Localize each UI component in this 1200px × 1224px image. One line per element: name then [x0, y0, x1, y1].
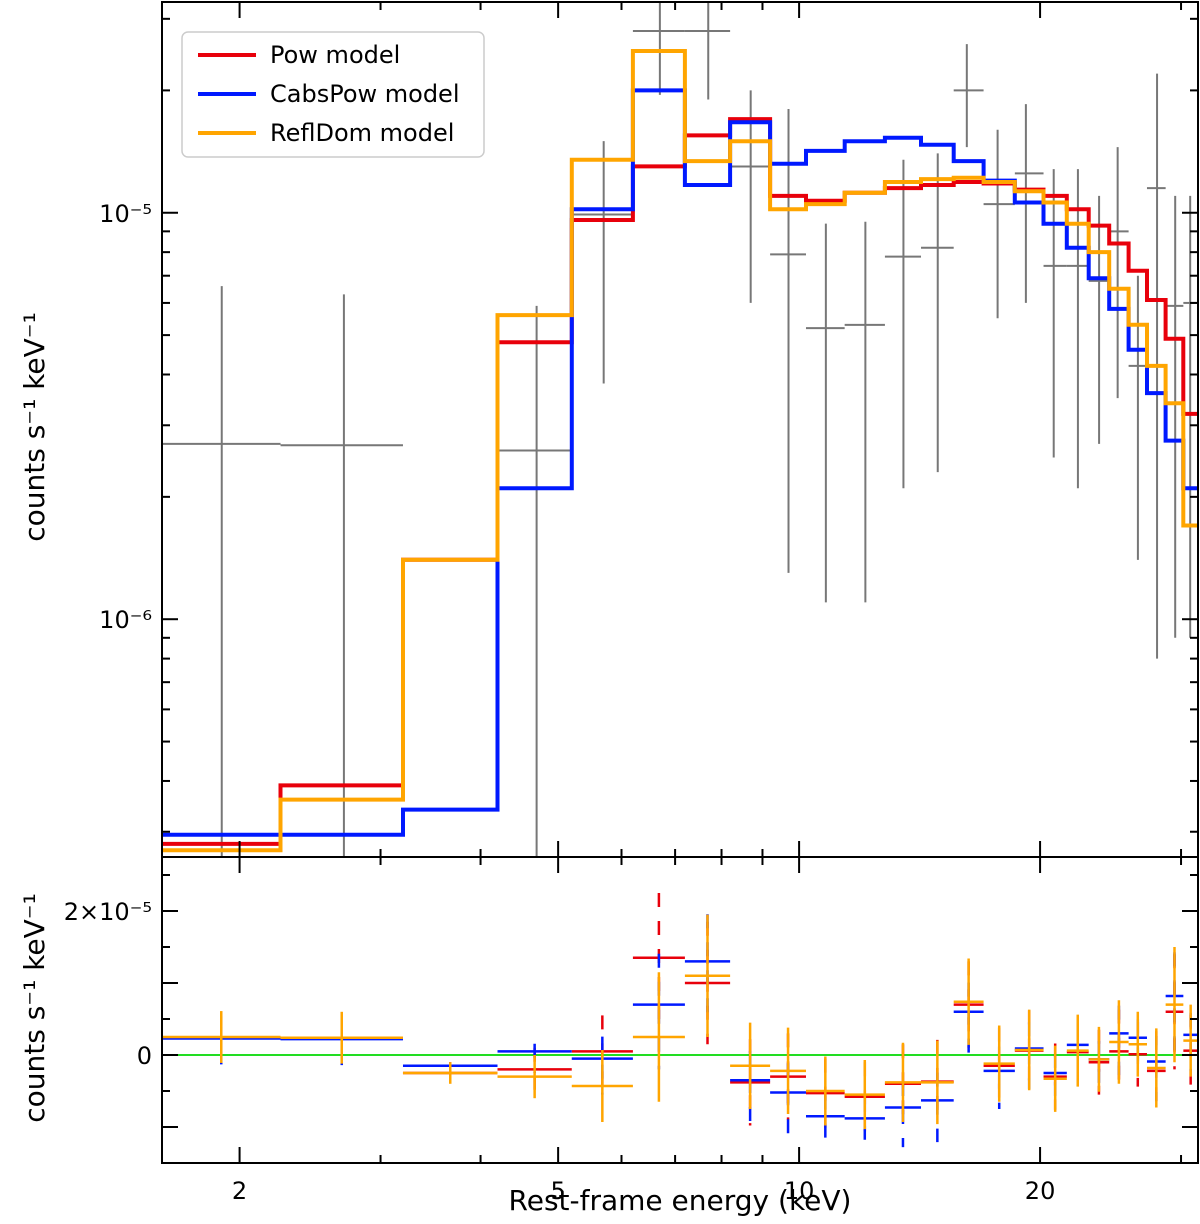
- legend-label-pow: Pow model: [270, 41, 400, 69]
- top-y-tick-label: 10⁻⁵: [99, 200, 152, 228]
- x-tick-label: 10: [784, 1177, 815, 1205]
- top-y-axis-label: counts s⁻¹ keV⁻¹: [18, 312, 51, 542]
- bottom-y-tick-label: 0: [137, 1042, 152, 1070]
- model-line-refldom-model: [162, 49, 1198, 853]
- bottom-plot-frame: [161, 856, 1199, 1164]
- model-line-pow-model: [162, 117, 1198, 846]
- x-axis-label: Rest-frame energy (keV): [509, 1184, 852, 1217]
- x-tick-label: 20: [1025, 1177, 1056, 1205]
- legend: Pow model CabsPow model ReflDom model: [181, 31, 485, 158]
- spectrum-panel: 10⁻⁵ 10⁻⁶ Pow model CabsPow model ReflDom…: [99, 1, 1199, 858]
- legend-frame: [181, 31, 485, 158]
- legend-label-cabspow: CabsPow model: [270, 80, 460, 108]
- residuals-panel: 2 5 10 20 2×10⁻⁵ 0: [64, 856, 1199, 1205]
- bottom-y-axis-label: counts s⁻¹ keV⁻¹: [18, 893, 51, 1123]
- x-tick-label: 5: [550, 1177, 565, 1205]
- top-y-tick-label: 10⁻⁶: [99, 606, 152, 634]
- x-tick-label: 2: [232, 1177, 247, 1205]
- legend-label-refldom: ReflDom model: [270, 119, 454, 147]
- bottom-y-tick-label: 2×10⁻⁵: [64, 898, 152, 926]
